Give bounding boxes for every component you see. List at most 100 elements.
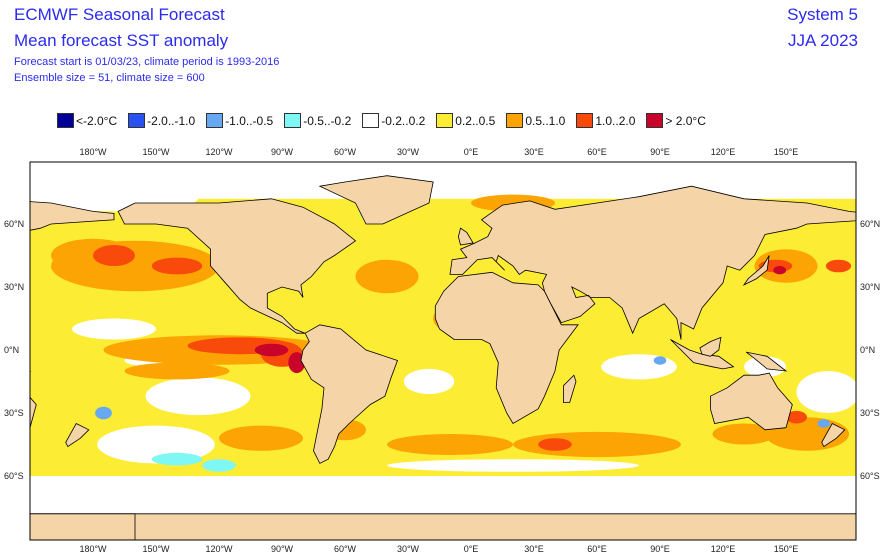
land-new-guinea <box>745 351 788 372</box>
color-legend: <-2.0°C -2.0..-1.0 -1.0..-0.5 -0.5..-0.2 -0.… <box>57 113 717 128</box>
anomaly-patch <box>825 259 852 273</box>
land-south-america <box>300 324 399 464</box>
legend-label: -2.0..-1.0 <box>147 113 196 128</box>
legend-label: > 2.0°C <box>665 113 706 128</box>
lon-label-top: 120°W <box>205 147 233 157</box>
land-borneo <box>699 336 722 357</box>
lon-label-top: 0°E <box>464 147 479 157</box>
anomaly-patch <box>254 343 289 357</box>
land-new-zealand <box>821 422 846 448</box>
legend-swatch <box>128 113 146 128</box>
legend-swatch <box>206 113 224 128</box>
lon-label-bottom: 150°W <box>142 544 170 554</box>
anomaly-patch <box>817 419 831 428</box>
anomaly-patch <box>95 406 112 420</box>
legend-item: -0.2..0.2 <box>362 113 425 128</box>
legend-item: -2.0..-1.0 <box>128 113 195 128</box>
land-australia <box>30 396 37 429</box>
anomaly-patch <box>93 245 135 266</box>
land-eurasia <box>30 201 115 231</box>
lat-label-left: 0°N <box>4 345 19 355</box>
anomaly-patch <box>151 257 203 275</box>
map-frame <box>29 161 857 541</box>
lat-label-right: 60°S <box>860 471 880 481</box>
anomaly-patch <box>151 452 203 466</box>
lon-label-bottom: 90°W <box>271 544 294 554</box>
legend-item: 1.0..2.0 <box>576 113 635 128</box>
lon-label-bottom: 120°W <box>205 544 233 554</box>
system-label: System 5 <box>787 5 858 24</box>
lat-label-left: 60°S <box>4 471 24 481</box>
lon-label-top: 150°W <box>142 147 170 157</box>
title: ECMWF Seasonal Forecast <box>14 5 225 24</box>
anomaly-patch <box>796 371 856 413</box>
lat-label-right: 0°N <box>860 345 875 355</box>
anomaly-patch <box>219 425 303 451</box>
ensemble-info: Ensemble size = 51, climate size = 600 <box>14 72 205 84</box>
anomaly-patch <box>538 438 572 451</box>
lon-label-bottom: 30°W <box>397 544 420 554</box>
anomaly-patch <box>403 368 455 395</box>
land-japan <box>0 256 13 285</box>
legend-item: 0.2..0.5 <box>436 113 495 128</box>
land-africa <box>434 271 579 425</box>
anomaly-patch <box>653 356 667 365</box>
anomaly-patch <box>773 266 786 275</box>
lat-label-right: 30°N <box>860 282 880 292</box>
land-greenland <box>318 175 434 225</box>
land-japan <box>742 255 770 286</box>
anomaly-patch <box>786 410 807 424</box>
legend-label: 0.2..0.5 <box>455 113 496 128</box>
legend-swatch <box>646 113 664 128</box>
legend-swatch <box>506 113 524 128</box>
lon-label-bottom: 0°E <box>464 544 479 554</box>
legend-label: 0.5..1.0 <box>525 113 566 128</box>
land-british-isles <box>457 227 474 246</box>
lat-label-left: 30°N <box>4 282 24 292</box>
lon-label-bottom: 30°E <box>524 544 544 554</box>
land-north-america <box>117 198 357 334</box>
lat-label-right: 60°N <box>860 219 880 229</box>
anomaly-patch <box>712 423 776 445</box>
legend-swatch <box>576 113 594 128</box>
legend-label: -1.0..-0.5 <box>225 113 274 128</box>
map-layer <box>0 162 856 540</box>
legend-swatch <box>362 113 380 128</box>
anomaly-patch <box>288 352 306 374</box>
lat-label-left: 60°N <box>4 219 24 229</box>
legend-label: 1.0..2.0 <box>595 113 636 128</box>
land-antarctica <box>30 513 856 540</box>
lon-label-bottom: 90°E <box>650 544 670 554</box>
legend-label: <-2.0°C <box>76 113 118 128</box>
lon-label-top: 30°W <box>397 147 420 157</box>
anomaly-patch <box>601 354 677 380</box>
lon-label-bottom: 120°E <box>711 544 736 554</box>
legend-swatch <box>436 113 454 128</box>
legend-item: -1.0..-0.5 <box>206 113 273 128</box>
anomaly-patch <box>72 318 156 340</box>
lon-label-bottom: 60°W <box>334 544 357 554</box>
forecast-info: Forecast start is 01/03/23, climate peri… <box>14 56 280 68</box>
legend-item: > 2.0°C <box>646 113 706 128</box>
anomaly-patch <box>202 459 236 472</box>
anomaly-patch <box>387 434 513 455</box>
lon-label-top: 180°W <box>79 147 107 157</box>
land-eurasia <box>449 185 856 340</box>
legend-item: <-2.0°C <box>57 113 117 128</box>
anomaly-patch <box>355 259 419 294</box>
lon-label-top: 60°E <box>587 147 607 157</box>
lon-label-bottom: 60°E <box>587 544 607 554</box>
legend-swatch <box>57 113 74 128</box>
anomaly-patch <box>124 362 230 380</box>
lat-label-right: 30°S <box>860 408 880 418</box>
lat-label-left: 30°S <box>4 408 24 418</box>
land-antarctica <box>30 513 136 540</box>
land-new-zealand <box>65 422 90 448</box>
lon-label-top: 30°E <box>524 147 544 157</box>
legend-label: -0.2..0.2 <box>381 113 426 128</box>
land-madagascar <box>563 374 577 403</box>
subtitle: Mean forecast SST anomaly <box>14 31 229 50</box>
legend-item: -0.5..-0.2 <box>284 113 351 128</box>
anomaly-patch <box>145 377 251 416</box>
